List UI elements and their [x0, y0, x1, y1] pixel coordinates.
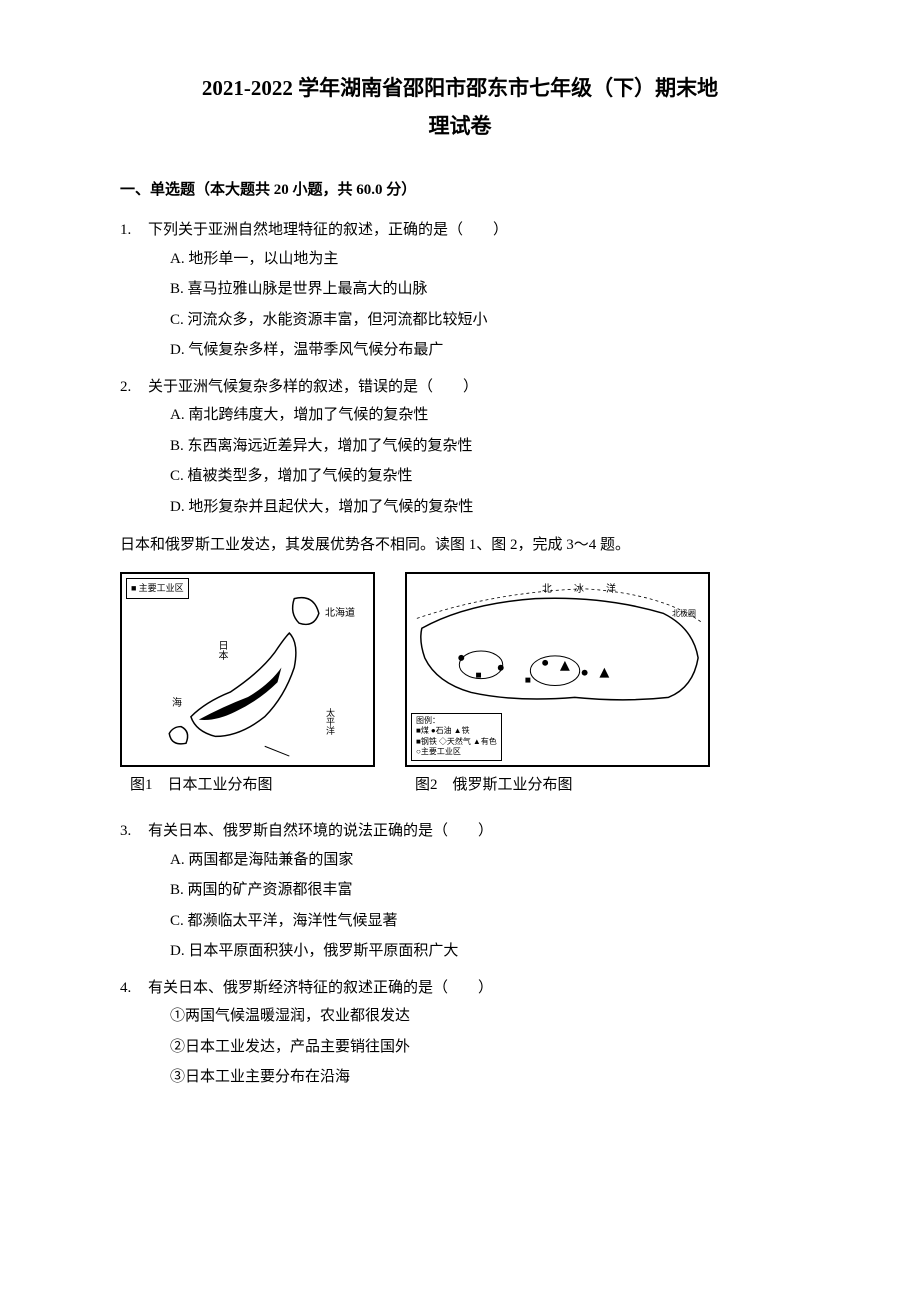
q1-text: 下列关于亚洲自然地理特征的叙述，正确的是（ ）	[148, 216, 800, 245]
map1-label-pacific: 太平洋	[321, 708, 338, 735]
map2-label-polar: 北极圈	[672, 606, 696, 621]
q4-sub-1: ①两国气候温暖湿润，农业都很发达	[170, 1002, 800, 1031]
figure-2: 北 冰 洋 北极圈 图例： ■煤 ●石油 ▲铁 ■钢铁 ◇天然气 ▲有色 ○主要…	[405, 572, 710, 800]
q1-option-d: D. 气候复杂多样，温带季风气候分布最广	[170, 336, 800, 365]
map1-label-riben: 日本	[212, 640, 231, 660]
q3-option-b: B. 两国的矿产资源都很丰富	[170, 876, 800, 905]
q1-number: 1.	[120, 216, 148, 245]
q2-number: 2.	[120, 373, 148, 402]
title-line-1: 2021-2022 学年湖南省邵阳市邵东市七年级（下）期末地	[120, 70, 800, 108]
map-japan: ■ 主要工业区 北海道 日本 海 太平洋	[120, 572, 375, 767]
question-1: 1. 下列关于亚洲自然地理特征的叙述，正确的是（ ） A. 地形单一，以山地为主…	[120, 216, 800, 365]
exam-title: 2021-2022 学年湖南省邵阳市邵东市七年级（下）期末地 理试卷	[120, 70, 800, 146]
q2-option-d: D. 地形复杂并且起伏大，增加了气候的复杂性	[170, 493, 800, 522]
q3-number: 3.	[120, 817, 148, 846]
question-3: 3. 有关日本、俄罗斯自然环境的说法正确的是（ ） A. 两国都是海陆兼备的国家…	[120, 817, 800, 966]
q4-text: 有关日本、俄罗斯经济特征的叙述正确的是（ ）	[148, 974, 800, 1003]
map1-label-hai: 海	[172, 694, 182, 713]
question-2: 2. 关于亚洲气候复杂多样的叙述，错误的是（ ） A. 南北跨纬度大，增加了气候…	[120, 373, 800, 522]
map2-legend: 图例： ■煤 ●石油 ▲铁 ■钢铁 ◇天然气 ▲有色 ○主要工业区	[411, 713, 502, 761]
figure-1: ■ 主要工业区 北海道 日本 海 太平洋 图1 日本工业分布图	[120, 572, 375, 800]
question-4: 4. 有关日本、俄罗斯经济特征的叙述正确的是（ ） ①两国气候温暖湿润，农业都很…	[120, 974, 800, 1092]
q4-number: 4.	[120, 974, 148, 1003]
map2-label-arctic: 北 冰 洋	[542, 580, 622, 599]
figure-1-caption: 图1 日本工业分布图	[120, 771, 375, 800]
q3-option-c: C. 都濒临太平洋，海洋性气候显著	[170, 907, 800, 936]
map1-label-hokkaido: 北海道	[325, 604, 355, 623]
japan-map-svg	[122, 574, 373, 766]
q3-text: 有关日本、俄罗斯自然环境的说法正确的是（ ）	[148, 817, 800, 846]
q1-option-a: A. 地形单一，以山地为主	[170, 245, 800, 274]
map-russia: 北 冰 洋 北极圈 图例： ■煤 ●石油 ▲铁 ■钢铁 ◇天然气 ▲有色 ○主要…	[405, 572, 710, 767]
intro-text: 日本和俄罗斯工业发达，其发展优势各不相同。读图 1、图 2，完成 3～4 题。	[120, 531, 800, 560]
q2-text: 关于亚洲气候复杂多样的叙述，错误的是（ ）	[148, 373, 800, 402]
q3-option-a: A. 两国都是海陆兼备的国家	[170, 846, 800, 875]
q2-option-b: B. 东西离海远近差异大，增加了气候的复杂性	[170, 432, 800, 461]
q1-option-b: B. 喜马拉雅山脉是世界上最高大的山脉	[170, 275, 800, 304]
q4-sub-2: ②日本工业发达，产品主要销往国外	[170, 1033, 800, 1062]
q2-option-c: C. 植被类型多，增加了气候的复杂性	[170, 462, 800, 491]
q1-option-c: C. 河流众多，水能资源丰富，但河流都比较短小	[170, 306, 800, 335]
q2-option-a: A. 南北跨纬度大，增加了气候的复杂性	[170, 401, 800, 430]
figures-row: ■ 主要工业区 北海道 日本 海 太平洋 图1 日本工业分布图	[120, 572, 800, 800]
title-line-2: 理试卷	[120, 108, 800, 146]
q4-sub-3: ③日本工业主要分布在沿海	[170, 1063, 800, 1092]
section-1-heading: 一、单选题（本大题共 20 小题，共 60.0 分）	[120, 176, 800, 205]
q3-option-d: D. 日本平原面积狭小，俄罗斯平原面积广大	[170, 937, 800, 966]
figure-2-caption: 图2 俄罗斯工业分布图	[405, 771, 710, 800]
